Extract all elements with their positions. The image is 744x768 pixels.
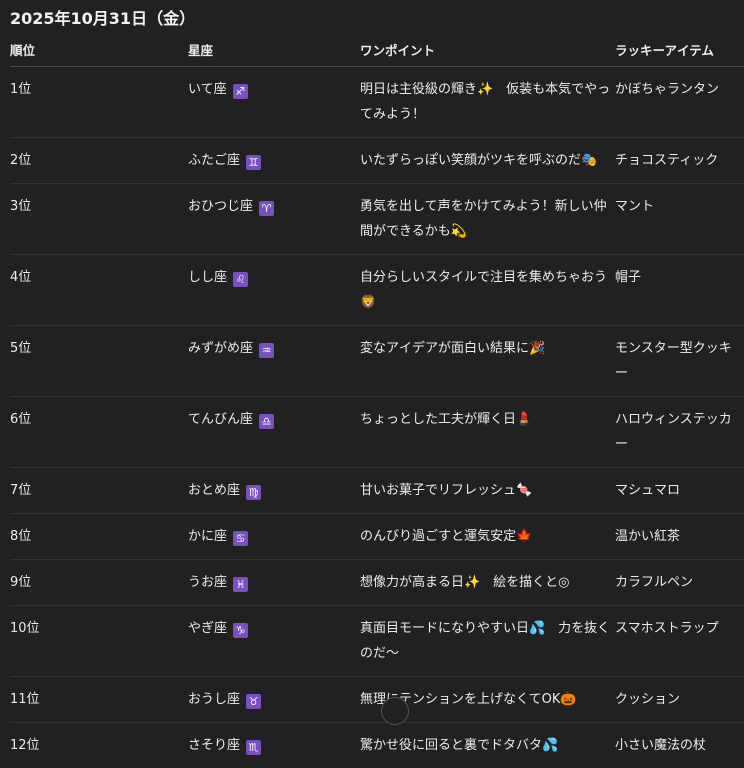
- table-header-row: 順位 星座 ワンポイント ラッキーアイテム: [10, 32, 744, 67]
- rank-cell: 6位: [10, 397, 188, 468]
- sign-cell: おとめ座 ♍: [188, 468, 360, 514]
- tip-cell: 想像力が高まる日✨ 絵を描くと◎: [360, 560, 615, 606]
- lucky-item-cell: スマホストラップ: [615, 606, 744, 677]
- tip-cell: 真面目モードになりやすい日💦 力を抜くのだ〜: [360, 606, 615, 677]
- zodiac-symbol-icon: ♌: [233, 272, 248, 287]
- tip-cell: 驚かせ役に回ると裏でドタバタ💦: [360, 723, 615, 768]
- rank-cell: 1位: [10, 67, 188, 138]
- rank-cell: 10位: [10, 606, 188, 677]
- tip-cell: 自分らしいスタイルで注目を集めちゃおう🦁: [360, 255, 615, 326]
- zodiac-symbol-icon: ♏: [246, 740, 261, 755]
- lucky-item-cell: かぼちゃランタン: [615, 67, 744, 138]
- table-row: 3位 おひつじ座 ♈ 勇気を出して声をかけてみよう！新しい仲間ができるかも💫 マン…: [10, 184, 744, 255]
- table-row: 4位 しし座 ♌ 自分らしいスタイルで注目を集めちゃおう🦁 帽子: [10, 255, 744, 326]
- table-row: 11位 おうし座♉ 無理にテンションを上げなくてOK🎃 クッション: [10, 677, 744, 723]
- scroll-down-button[interactable]: [381, 697, 409, 725]
- header-rank: 順位: [10, 32, 188, 67]
- rank-cell: 4位: [10, 255, 188, 326]
- rank-cell: 3位: [10, 184, 188, 255]
- lucky-item-cell: クッション: [615, 677, 744, 723]
- rank-cell: 11位: [10, 677, 188, 723]
- sign-name: ふたご座: [188, 153, 240, 168]
- sign-cell: ふたご座 ♊: [188, 138, 360, 184]
- page-title: 2025年10月31日（金）: [10, 5, 195, 29]
- table-row: 2位 ふたご座 ♊ いたずらっぽい笑顔がツキを呼ぶのだ🎭 チョコスティック: [10, 138, 744, 184]
- table-row: 5位 みずがめ座 ♒ 変なアイデアが面白い結果に🎉 モンスター型クッキー: [10, 326, 744, 397]
- tip-cell: 明日は主役級の輝き✨ 仮装も本気でやってみよう！: [360, 67, 615, 138]
- lucky-item-cell: 小さい魔法の杖: [615, 723, 744, 768]
- table-row: 1位 いて座 ♐ 明日は主役級の輝き✨ 仮装も本気でやってみよう！ かぼちゃランタ…: [10, 67, 744, 138]
- lucky-item-cell: モンスター型クッキー: [615, 326, 744, 397]
- rank-cell: 7位: [10, 468, 188, 514]
- sign-name: おとめ座: [188, 483, 240, 498]
- sign-cell: しし座 ♌: [188, 255, 360, 326]
- zodiac-symbol-icon: ♉: [246, 694, 261, 709]
- lucky-item-cell: チョコスティック: [615, 138, 744, 184]
- table-row: 9位 うお座 ♓ 想像力が高まる日✨ 絵を描くと◎ カラフルペン: [10, 560, 744, 606]
- sign-name: かに座: [188, 529, 227, 544]
- zodiac-symbol-icon: ♐: [233, 84, 248, 99]
- table-row: 12位 さそり座 ♏ 驚かせ役に回ると裏でドタバタ💦 小さい魔法の杖: [10, 723, 744, 768]
- header-sign: 星座: [188, 32, 360, 67]
- rank-cell: 8位: [10, 514, 188, 560]
- sign-cell: さそり座 ♏: [188, 723, 360, 768]
- sign-name: やぎ座: [188, 621, 227, 636]
- rank-cell: 5位: [10, 326, 188, 397]
- tip-cell: 勇気を出して声をかけてみよう！新しい仲間ができるかも💫: [360, 184, 615, 255]
- zodiac-symbol-icon: ♈: [259, 201, 274, 216]
- lucky-item-cell: カラフルペン: [615, 560, 744, 606]
- zodiac-symbol-icon: ♓: [233, 577, 248, 592]
- table-row: 8位 かに座 ♋ のんびり過ごすと運気安定🍁 温かい紅茶: [10, 514, 744, 560]
- sign-cell: いて座 ♐: [188, 67, 360, 138]
- tip-cell: ちょっとした工夫が輝く日💄: [360, 397, 615, 468]
- horoscope-table: 順位 星座 ワンポイント ラッキーアイテム 1位 いて座 ♐ 明日は主役級の輝き✨…: [10, 32, 744, 768]
- lucky-item-cell: 温かい紅茶: [615, 514, 744, 560]
- zodiac-symbol-icon: ♊: [246, 155, 261, 170]
- sign-name: みずがめ座: [188, 341, 253, 356]
- lucky-item-cell: マシュマロ: [615, 468, 744, 514]
- zodiac-symbol-icon: ♍: [246, 485, 261, 500]
- sign-name: さそり座: [188, 738, 240, 753]
- tip-cell: のんびり過ごすと運気安定🍁: [360, 514, 615, 560]
- tip-cell: 甘いお菓子でリフレッシュ🍬: [360, 468, 615, 514]
- sign-name: うお座: [188, 575, 227, 590]
- table-row: 7位 おとめ座 ♍ 甘いお菓子でリフレッシュ🍬 マシュマロ: [10, 468, 744, 514]
- table-row: 10位 やぎ座 ♑ 真面目モードになりやすい日💦 力を抜くのだ〜 スマホストラップ: [10, 606, 744, 677]
- sign-cell: やぎ座 ♑: [188, 606, 360, 677]
- sign-name: てんびん座: [188, 412, 253, 427]
- sign-cell: てんびん座 ♎: [188, 397, 360, 468]
- zodiac-symbol-icon: ♎: [259, 414, 274, 429]
- rank-cell: 9位: [10, 560, 188, 606]
- zodiac-symbol-icon: ♒: [259, 343, 274, 358]
- sign-cell: かに座 ♋: [188, 514, 360, 560]
- lucky-item-cell: 帽子: [615, 255, 744, 326]
- table-row: 6位 てんびん座 ♎ ちょっとした工夫が輝く日💄 ハロウィンステッカー: [10, 397, 744, 468]
- header-lucky-item: ラッキーアイテム: [615, 32, 744, 67]
- sign-name: いて座: [188, 82, 227, 97]
- sign-cell: みずがめ座 ♒: [188, 326, 360, 397]
- header-tip: ワンポイント: [360, 32, 615, 67]
- tip-cell: 変なアイデアが面白い結果に🎉: [360, 326, 615, 397]
- sign-cell: おうし座 ♉: [188, 677, 360, 723]
- rank-cell: 2位: [10, 138, 188, 184]
- sign-cell: おひつじ座 ♈: [188, 184, 360, 255]
- sign-name: おひつじ座: [188, 199, 253, 214]
- rank-cell: 12位: [10, 723, 188, 768]
- zodiac-symbol-icon: ♑: [233, 623, 248, 638]
- lucky-item-cell: ハロウィンステッカー: [615, 397, 744, 468]
- zodiac-symbol-icon: ♋: [233, 531, 248, 546]
- sign-name: おうし座: [188, 692, 240, 707]
- tip-cell: いたずらっぽい笑顔がツキを呼ぶのだ🎭: [360, 138, 615, 184]
- sign-name: しし座: [188, 270, 227, 285]
- lucky-item-cell: マント: [615, 184, 744, 255]
- sign-cell: うお座 ♓: [188, 560, 360, 606]
